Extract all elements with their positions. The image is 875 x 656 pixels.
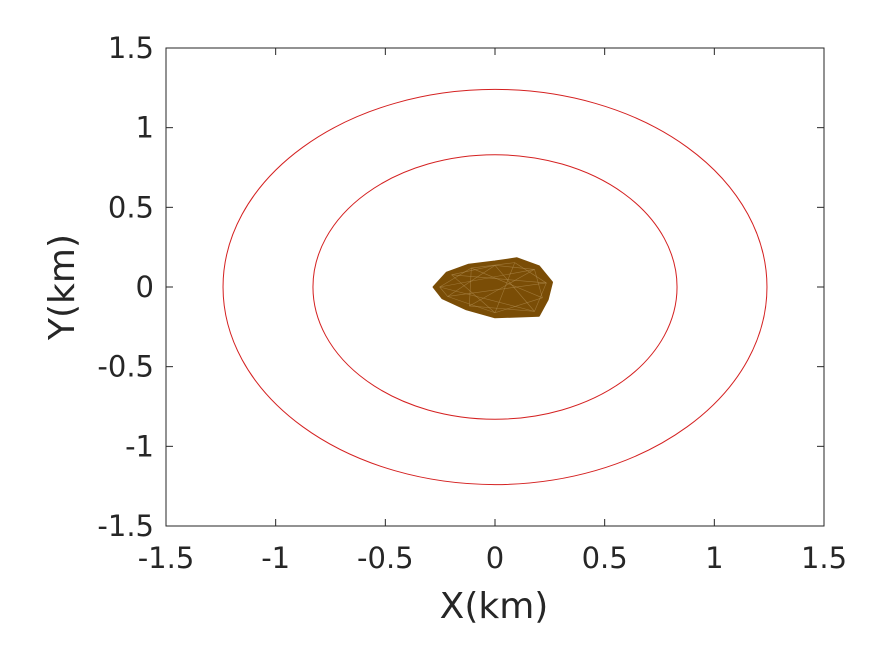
orbit-circle-1	[312, 154, 678, 420]
mesh-line	[451, 274, 547, 284]
orbit-circle-0	[222, 88, 768, 486]
ticks-layer: -1.5 -1 -0.5 0 0.5 1 1.5 -1.5 -1 -0.5 0 0.5 1 1.5	[97, 31, 847, 575]
x-tick-label: 0	[486, 541, 504, 575]
x-tick-label: 0.5	[582, 541, 628, 575]
y-tick-label: 0.5	[108, 190, 154, 224]
mesh-line	[447, 265, 496, 297]
mesh-line	[494, 265, 535, 312]
mesh-line	[469, 268, 472, 306]
mesh-line	[534, 282, 547, 312]
asteroid-mesh	[439, 262, 547, 314]
x-tick-label: -1.5	[138, 541, 195, 575]
y-tick-label: 0	[136, 270, 154, 304]
y-tick-label: 1.5	[108, 31, 154, 65]
x-tick-label: -0.5	[357, 541, 414, 575]
x-tick-label: 1.5	[801, 541, 847, 575]
mesh-line	[469, 269, 535, 307]
mesh-line	[439, 286, 448, 297]
mesh-line	[494, 262, 516, 313]
mesh-line	[494, 265, 535, 270]
mesh-line	[439, 267, 472, 288]
mesh-line	[451, 265, 496, 276]
y-tick-label: -1	[125, 429, 154, 463]
y-tick-label: -0.5	[97, 350, 154, 384]
x-tick-label: 1	[705, 541, 723, 575]
x-tick-label: -1	[261, 541, 290, 575]
mesh-line	[447, 296, 496, 314]
mesh-line	[494, 297, 543, 314]
mesh-line	[514, 262, 547, 284]
x-axis-label: X(km)	[440, 586, 549, 627]
mesh-line	[471, 262, 515, 269]
mesh-line	[534, 269, 543, 298]
y-axis-label: Y(km)	[42, 234, 83, 341]
mesh-line	[451, 274, 496, 313]
mesh-line	[469, 305, 535, 312]
series-layer	[222, 88, 768, 486]
mesh-line	[439, 269, 535, 288]
mesh-line	[447, 282, 547, 297]
y-tick-label: -1.5	[97, 509, 154, 543]
y-tick-label: 1	[136, 111, 154, 145]
